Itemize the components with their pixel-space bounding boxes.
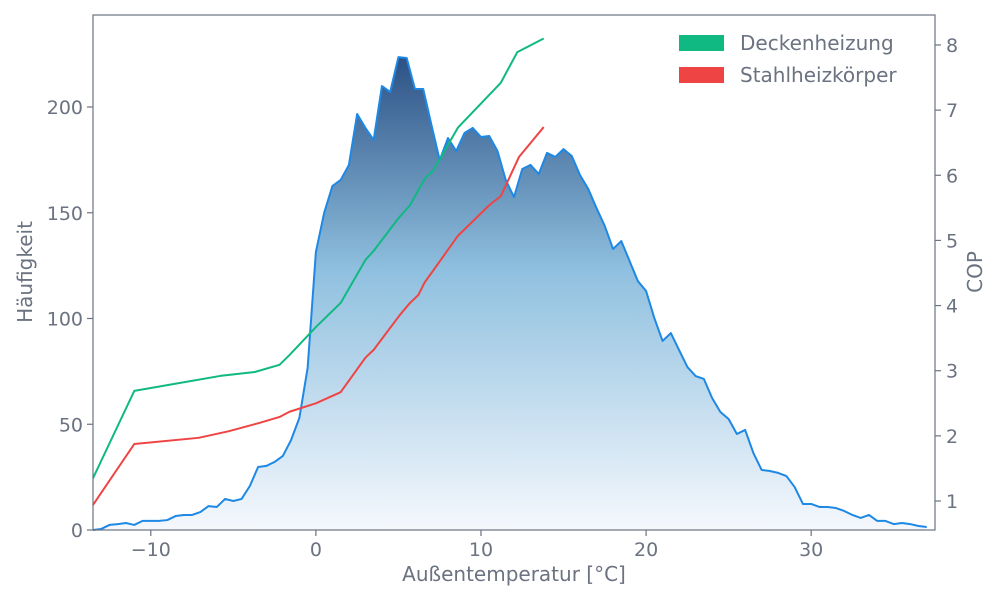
plot-frame	[92, 14, 936, 531]
y-left-tick-label: 200	[47, 97, 83, 119]
y-right-tick-label: 7	[946, 100, 958, 122]
histogram-line	[92, 56, 927, 531]
histogram-area	[93, 57, 927, 531]
legend-label: Deckenheizung	[740, 31, 894, 55]
y-right-tick-label: 1	[946, 491, 958, 513]
legend-swatch	[679, 35, 724, 51]
cop-line-stahlheizkoerper	[92, 126, 545, 506]
legend-swatch	[679, 67, 724, 83]
y-right-tick-label: 5	[946, 230, 958, 252]
y-right-tick-label: 8	[946, 35, 958, 57]
y-axis-left-label: Häufigkeit	[13, 221, 37, 323]
cop-line-deckenheizung	[92, 37, 545, 479]
x-axis-label: Außentemperatur [°C]	[402, 562, 626, 586]
y-right-tick-label: 3	[946, 361, 958, 383]
x-tick-label: 20	[634, 539, 658, 561]
legend-label: Stahlheizkörper	[740, 63, 897, 87]
plot-area	[92, 37, 927, 531]
y-left-tick-label: 150	[47, 203, 83, 225]
y-left-tick-label: 0	[71, 520, 83, 542]
x-tick-label: 30	[799, 539, 823, 561]
y-right-tick-label: 2	[946, 426, 958, 448]
y-left-tick-label: 50	[59, 414, 83, 436]
legend: Deckenheizung Stahlheizkörper	[679, 31, 897, 87]
axes: −10 0 10 20 30 0 50 100 150 200 1 2 3 4 5 6 7 8	[47, 14, 958, 561]
y-right-tick-label: 4	[946, 296, 958, 318]
y-axis-right-label: COP	[963, 251, 987, 293]
x-tick-label: 10	[469, 539, 493, 561]
y-left-tick-label: 100	[47, 309, 83, 331]
x-tick-label: −10	[131, 539, 171, 561]
x-tick-label: 0	[310, 539, 322, 561]
y-right-tick-label: 6	[946, 165, 958, 187]
